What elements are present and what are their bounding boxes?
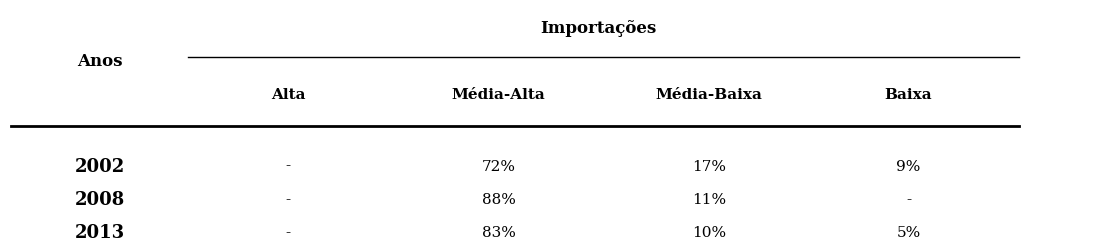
Text: 11%: 11% bbox=[692, 193, 726, 207]
Text: 88%: 88% bbox=[482, 193, 515, 207]
Text: 5%: 5% bbox=[896, 226, 921, 238]
Text: Alta: Alta bbox=[270, 88, 306, 102]
Text: 83%: 83% bbox=[482, 226, 515, 238]
Text: 2002: 2002 bbox=[74, 158, 125, 176]
Text: Média-Alta: Média-Alta bbox=[452, 88, 545, 102]
Text: 9%: 9% bbox=[896, 160, 921, 174]
Text: -: - bbox=[286, 193, 290, 207]
Text: Média-Baixa: Média-Baixa bbox=[656, 88, 762, 102]
Text: Baixa: Baixa bbox=[885, 88, 932, 102]
Text: Importações: Importações bbox=[541, 20, 656, 37]
Text: 2008: 2008 bbox=[74, 191, 125, 209]
Text: Anos: Anos bbox=[76, 53, 123, 70]
Text: 17%: 17% bbox=[692, 160, 726, 174]
Text: 72%: 72% bbox=[482, 160, 515, 174]
Text: -: - bbox=[286, 160, 290, 174]
Text: -: - bbox=[906, 193, 911, 207]
Text: -: - bbox=[286, 226, 290, 238]
Text: 2013: 2013 bbox=[74, 224, 125, 238]
Text: 10%: 10% bbox=[692, 226, 726, 238]
